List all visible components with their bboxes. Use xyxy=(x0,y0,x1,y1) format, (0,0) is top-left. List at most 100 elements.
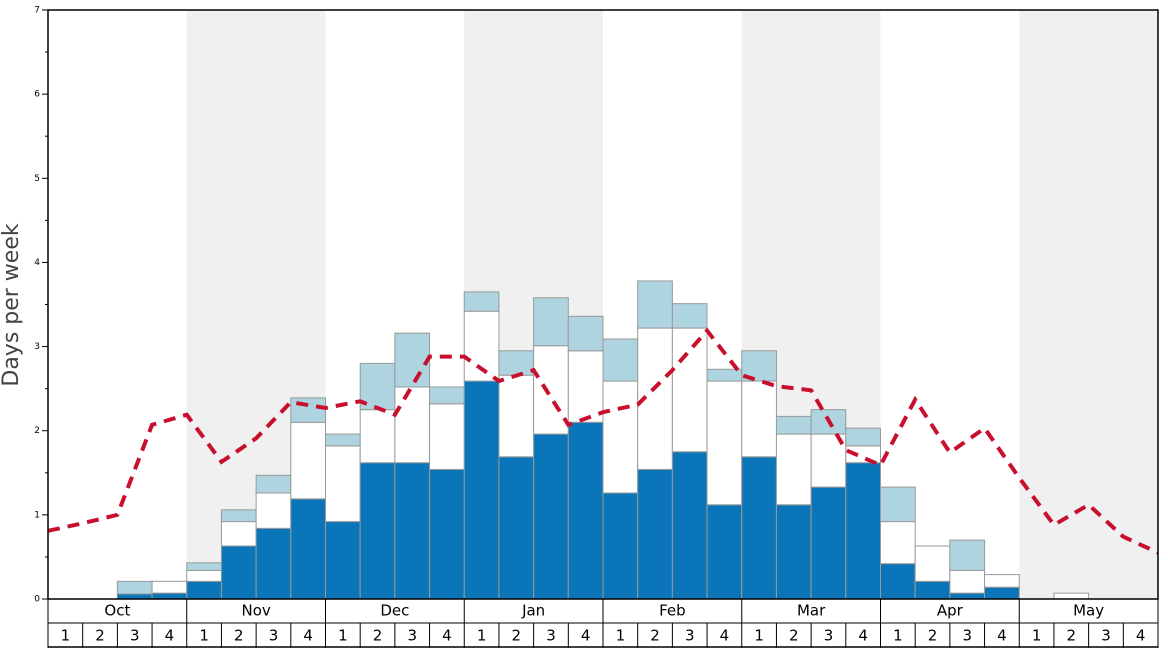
bar-segment xyxy=(637,280,673,329)
week-label: 1 xyxy=(754,627,764,645)
week-label: 1 xyxy=(61,627,71,645)
bar-segment xyxy=(671,451,708,600)
bar-segment xyxy=(602,380,639,494)
week-label: 3 xyxy=(824,627,834,645)
bar-segment xyxy=(602,492,639,600)
week-label: 3 xyxy=(130,627,140,645)
week-label: 1 xyxy=(477,627,487,645)
bar-segment xyxy=(880,563,916,600)
week-label: 1 xyxy=(616,627,626,645)
week-label: 3 xyxy=(962,627,972,645)
bar-segment xyxy=(949,569,986,594)
bar-segment xyxy=(429,386,465,405)
week-label: 4 xyxy=(1136,627,1146,645)
trend-line xyxy=(47,327,1159,555)
week-label: 2 xyxy=(373,627,383,645)
week-label: 3 xyxy=(269,627,279,645)
week-label: 1 xyxy=(893,627,903,645)
bar-segment xyxy=(498,456,535,600)
bar-segment xyxy=(810,486,847,600)
week-label: 4 xyxy=(997,627,1007,645)
week-label: 3 xyxy=(546,627,556,645)
bar-segment xyxy=(151,580,188,594)
bar-segment xyxy=(949,539,986,571)
bar-segment xyxy=(533,297,569,347)
bar-segment xyxy=(533,433,569,600)
bar-segment xyxy=(671,327,708,453)
bar-segment xyxy=(1053,592,1090,600)
bar-segment xyxy=(359,462,396,600)
month-label: Oct xyxy=(104,602,130,620)
bar-segment xyxy=(845,462,881,600)
bar-segment xyxy=(290,498,326,600)
month-label: Jan xyxy=(521,602,545,620)
month-label: Mar xyxy=(797,602,826,620)
bar-segment xyxy=(810,409,847,435)
week-label: 2 xyxy=(650,627,660,645)
y-axis-label: Days per week xyxy=(0,223,24,386)
y-tick-label: 3 xyxy=(34,342,40,352)
bar-segment xyxy=(845,427,881,447)
bar-segment xyxy=(567,315,604,352)
bar-segment xyxy=(325,445,361,523)
week-label: 4 xyxy=(858,627,868,645)
bar-segment xyxy=(116,593,153,600)
y-tick-label: 7 xyxy=(34,6,40,16)
week-label: 2 xyxy=(512,627,522,645)
y-tick-label: 1 xyxy=(34,510,40,520)
bar-segment xyxy=(255,474,292,494)
bar-segment xyxy=(984,586,1020,600)
y-tick-label: 4 xyxy=(34,258,40,268)
week-label: 4 xyxy=(165,627,175,645)
bar-segment xyxy=(984,574,1020,588)
week-label: 2 xyxy=(928,627,938,645)
week-label: 1 xyxy=(1032,627,1042,645)
bar-segment xyxy=(325,521,361,600)
week-label: 2 xyxy=(95,627,105,645)
bar-segment xyxy=(706,380,743,506)
month-label: Nov xyxy=(241,602,270,620)
bar-segment xyxy=(567,421,604,600)
bar-segment xyxy=(220,545,257,600)
week-label: 4 xyxy=(442,627,452,645)
month-label: Feb xyxy=(659,602,686,620)
bar-segment xyxy=(116,580,153,595)
bar-segment xyxy=(602,338,639,382)
week-label: 2 xyxy=(234,627,244,645)
y-tick-label: 0 xyxy=(34,595,40,605)
week-label: 3 xyxy=(685,627,695,645)
y-tick-label: 5 xyxy=(34,174,40,184)
month-band xyxy=(1019,10,1158,599)
week-label: 2 xyxy=(789,627,799,645)
bar-segment xyxy=(186,562,222,571)
month-label: May xyxy=(1073,602,1104,620)
bar-segment xyxy=(880,521,916,565)
bar-segment xyxy=(255,527,292,600)
bar-segment xyxy=(359,409,396,464)
bar-segment xyxy=(533,345,569,435)
bar-segment xyxy=(220,509,257,523)
bar-segment xyxy=(741,380,777,458)
week-label: 1 xyxy=(199,627,209,645)
week-label: 4 xyxy=(581,627,591,645)
bar-segment xyxy=(914,580,951,600)
bar-segment xyxy=(290,397,326,423)
bar-segment xyxy=(949,592,986,600)
bar-segment xyxy=(880,486,916,523)
y-tick-label: 6 xyxy=(34,90,40,100)
bar-segment xyxy=(498,350,535,376)
month-label: Dec xyxy=(380,602,409,620)
bar-segment xyxy=(775,433,812,506)
bar-segment xyxy=(186,580,222,600)
bar-segment xyxy=(775,504,812,600)
y-tick-label: 2 xyxy=(34,426,40,436)
month-label: Apr xyxy=(937,602,964,620)
bar-segment xyxy=(741,456,777,600)
week-label: 1 xyxy=(338,627,348,645)
bar-segment xyxy=(429,468,465,600)
bar-segment xyxy=(290,421,326,500)
week-label: 3 xyxy=(1101,627,1111,645)
bar-segment xyxy=(463,380,500,600)
bar-segment xyxy=(394,386,431,464)
